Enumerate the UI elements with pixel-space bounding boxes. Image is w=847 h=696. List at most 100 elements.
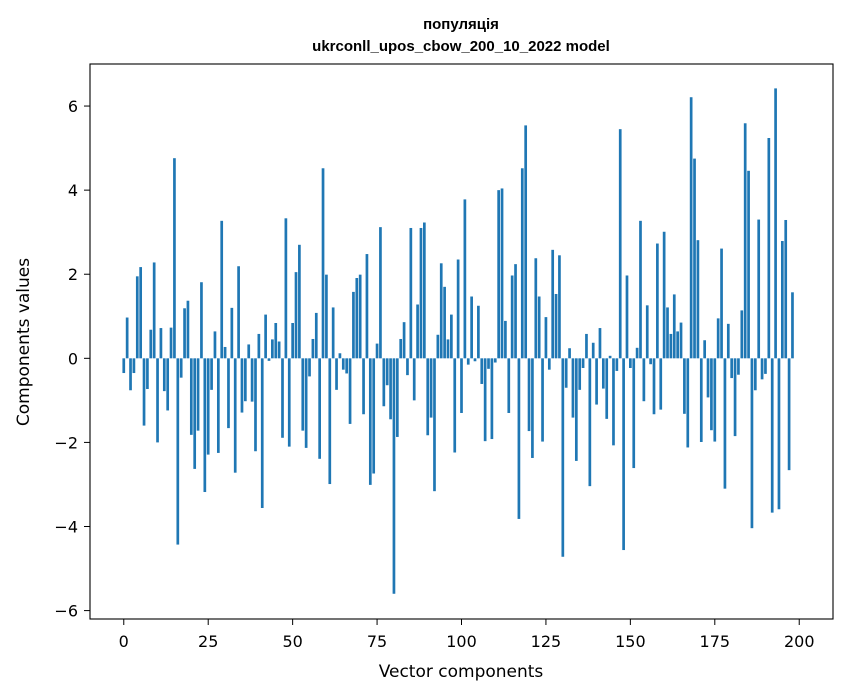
bar-140 <box>595 358 598 405</box>
bar-197 <box>787 358 791 471</box>
bar-92 <box>433 358 436 492</box>
bar-189 <box>760 358 764 380</box>
bar-18 <box>183 308 186 359</box>
bar-61 <box>328 358 332 485</box>
bar-24 <box>203 358 207 493</box>
bar-104 <box>473 358 477 362</box>
bar-159 <box>659 358 663 410</box>
bar-131 <box>564 358 568 388</box>
bar-127 <box>551 249 555 359</box>
bar-119 <box>524 125 528 359</box>
bar-46 <box>277 341 281 359</box>
bar-97 <box>450 314 453 359</box>
bar-69 <box>355 278 359 359</box>
bar-26 <box>210 358 213 390</box>
bar-85 <box>409 227 413 359</box>
bar-57 <box>314 312 318 359</box>
bar-167 <box>686 358 690 448</box>
x-tick-label: 125 <box>531 632 562 651</box>
bar-105 <box>477 305 480 359</box>
bar-165 <box>679 322 683 359</box>
bar-87 <box>416 304 419 359</box>
x-tick-label: 50 <box>282 632 302 651</box>
bar-52 <box>298 244 301 359</box>
bar-10 <box>156 358 159 443</box>
bar-23 <box>200 282 203 359</box>
bar-25 <box>206 358 210 455</box>
bar-83 <box>402 322 406 359</box>
bar-39 <box>254 358 257 452</box>
bar-2 <box>129 358 132 391</box>
bar-81 <box>395 358 399 437</box>
bar-84 <box>406 358 409 376</box>
y-tick-label: 4 <box>68 181 78 200</box>
bar-157 <box>652 358 656 415</box>
bar-86 <box>412 358 416 401</box>
bar-156 <box>649 358 652 365</box>
bar-183 <box>740 310 744 359</box>
bar-177 <box>720 248 723 359</box>
bar-137 <box>585 333 588 359</box>
bar-6 <box>142 358 146 426</box>
bar-112 <box>500 188 504 359</box>
bar-152 <box>635 347 639 359</box>
y-tick-label: 6 <box>68 97 78 116</box>
bar-62 <box>331 307 335 359</box>
bar-44 <box>271 339 274 359</box>
bar-48 <box>284 218 288 359</box>
bar-134 <box>574 358 578 461</box>
bar-123 <box>537 296 541 359</box>
bar-34 <box>237 266 240 359</box>
bar-143 <box>605 358 609 419</box>
bar-155 <box>645 305 649 359</box>
bar-54 <box>304 358 308 448</box>
bar-8 <box>149 329 153 359</box>
bar-109 <box>490 358 494 440</box>
bar-28 <box>216 358 220 453</box>
bar-36 <box>244 358 247 402</box>
bar-76 <box>379 227 382 359</box>
bar-154 <box>642 358 646 402</box>
chart-title-line2: ukrconll_upos_cbow_200_10_2022 model <box>312 38 610 55</box>
bar-79 <box>389 358 392 420</box>
bar-1 <box>125 317 129 359</box>
bar-68 <box>352 291 355 359</box>
bar-191 <box>767 138 771 359</box>
bar-82 <box>399 338 403 359</box>
bar-178 <box>723 358 727 489</box>
x-tick-label: 175 <box>700 632 731 651</box>
bar-141 <box>598 328 602 359</box>
bar-77 <box>382 358 386 407</box>
bar-80 <box>392 358 396 594</box>
bar-107 <box>483 358 487 442</box>
bar-series <box>122 88 794 594</box>
bar-27 <box>213 331 217 359</box>
bar-45 <box>274 323 278 359</box>
bar-88 <box>419 227 423 359</box>
x-tick-label: 200 <box>784 632 815 651</box>
bar-50 <box>291 323 294 359</box>
bar-138 <box>588 358 592 487</box>
bar-158 <box>656 243 659 359</box>
bar-75 <box>375 343 379 359</box>
bar-100 <box>460 358 463 413</box>
bar-55 <box>308 358 311 377</box>
bar-101 <box>463 199 467 359</box>
bar-181 <box>733 358 737 437</box>
bar-60 <box>325 274 328 359</box>
bar-126 <box>547 358 551 370</box>
bar-13 <box>166 358 170 411</box>
bar-150 <box>629 358 632 368</box>
bar-16 <box>176 358 180 545</box>
bar-0 <box>122 358 126 374</box>
bar-192 <box>770 358 774 513</box>
bar-122 <box>534 258 538 359</box>
bar-89 <box>423 222 426 359</box>
x-axis-ticks: 0 25 50 75 100 125 150 175 200 <box>119 619 815 651</box>
bar-153 <box>639 220 642 359</box>
bar-19 <box>186 300 190 359</box>
bar-163 <box>672 294 676 359</box>
bar-142 <box>601 358 605 389</box>
bar-70 <box>358 274 362 359</box>
